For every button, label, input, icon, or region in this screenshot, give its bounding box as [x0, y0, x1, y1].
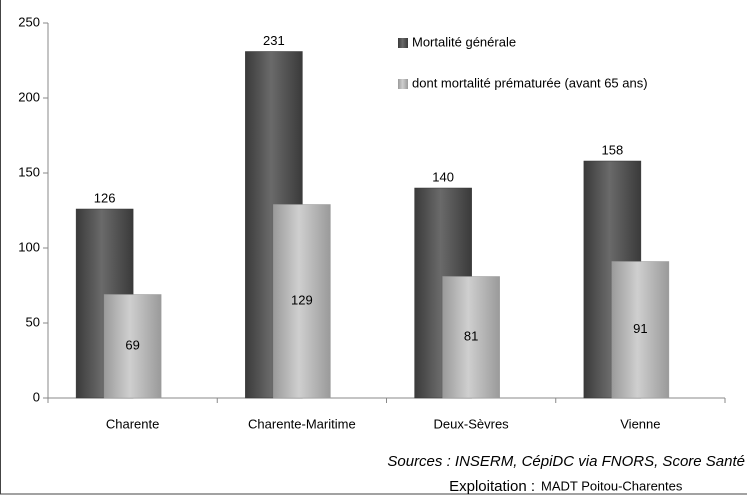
- bar: [442, 276, 500, 399]
- y-tick-label: 200: [18, 89, 40, 104]
- exploitation: MADT Poitou-Charentes: [541, 478, 683, 493]
- x-tick-label: Charente-Maritime: [248, 416, 356, 431]
- value-label: 126: [94, 190, 116, 205]
- y-tick-label: 100: [18, 239, 40, 254]
- bar: [611, 261, 670, 399]
- legend-swatch: [398, 79, 408, 89]
- exploitation-label: Exploitation :: [449, 478, 535, 495]
- y-tick-label: 150: [18, 164, 40, 179]
- value-label: 231: [263, 33, 285, 48]
- legend-label: dont mortalité prématurée (avant 65 ans): [412, 75, 648, 90]
- source: Sources : INSERM, CépiDC via FNORS, Scor…: [387, 453, 745, 470]
- legend-swatch: [398, 38, 408, 48]
- value-label: 140: [432, 169, 454, 184]
- bar: [103, 294, 162, 399]
- x-tick-label: Charente: [106, 416, 159, 431]
- value-label: 81: [464, 329, 478, 344]
- x-tick-label: Deux-Sèvres: [434, 416, 510, 431]
- value-label: 129: [291, 293, 313, 308]
- y-tick-label: 0: [33, 389, 40, 404]
- x-tick-label: Vienne: [620, 416, 660, 431]
- value-label: 69: [125, 338, 139, 353]
- bar: [273, 204, 331, 399]
- value-label: 91: [633, 321, 647, 336]
- legend-label: Mortalité générale: [412, 34, 516, 49]
- value-label: 158: [602, 142, 624, 157]
- y-tick-label: 250: [18, 14, 40, 29]
- y-tick-label: 50: [26, 314, 40, 329]
